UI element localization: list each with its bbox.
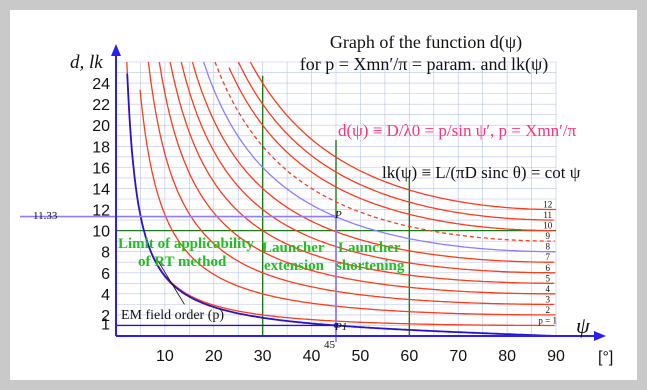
x-tick-label: 10 [156, 348, 174, 365]
point-p1-label: P1 [334, 321, 347, 333]
y-tick-label: 18 [92, 139, 110, 156]
x-marker-label: 45 [324, 339, 336, 351]
d-curve [191, 61, 555, 263]
limit-label-line2: of RT method [138, 254, 227, 270]
chart-title-line2: for p = Xmn′/π = param. and lk(ψ) [300, 54, 549, 75]
extension-label-line1: Launcher [262, 240, 325, 256]
x-axis-label: ψ [576, 313, 590, 338]
x-tick-label: 60 [400, 348, 418, 365]
d-curve [202, 61, 556, 253]
curve-label: 7 [545, 252, 550, 262]
y-marker-label: 11.33 [33, 210, 58, 222]
x-axis-unit: [°] [598, 349, 613, 366]
curve-label: 5 [545, 273, 550, 283]
chart-title-line1: Graph of the function d(ψ) [330, 32, 522, 53]
y-tick-label: 12 [92, 203, 110, 220]
d-curves [126, 61, 556, 327]
shortening-label-line2: shortening [336, 258, 405, 274]
x-tick-label: 90 [547, 348, 565, 365]
axes [111, 44, 606, 341]
y-tick-label: 6 [101, 266, 110, 283]
y-tick-label: 14 [92, 181, 110, 198]
em-order-label: EM field order (p) [121, 308, 224, 323]
y-tick-label: 10 [92, 224, 110, 241]
curve-label: p = 1 [538, 315, 557, 325]
markers [20, 214, 339, 342]
x-axis-arrow [594, 331, 606, 341]
curve-label: 12 [543, 200, 552, 210]
limit-label-line1: Limit of applicability [118, 236, 254, 252]
d-curve [158, 61, 556, 295]
y-axis-arrow [111, 44, 121, 56]
point-p [333, 214, 339, 219]
curve-label: 6 [545, 263, 550, 273]
y-tick-label: 16 [92, 160, 110, 177]
y-axis-label: d, lk [70, 52, 103, 73]
y-tick-label: 24 [92, 76, 110, 93]
curve-label: 3 [545, 294, 550, 304]
curve-label: 11 [543, 210, 552, 220]
point-p-label: P [334, 209, 342, 221]
formula-lk: lk(ψ) ≡ L/(πD sinc θ) = cot ψ [382, 163, 581, 182]
d-curve [180, 61, 556, 274]
d-curve [228, 67, 555, 232]
shortening-label-line1: Launcher [338, 240, 401, 256]
y-tick-label: 8 [101, 245, 110, 262]
y-tick-label: 2 [101, 308, 110, 325]
d-curve [139, 89, 556, 316]
curve-label: 8 [545, 242, 550, 252]
x-tick-label: 30 [254, 348, 272, 365]
extension-label-line2: extension [264, 258, 325, 274]
y-tick-label: 1 [101, 316, 110, 333]
d-curve [237, 61, 554, 221]
d-curve [214, 61, 555, 242]
lk-curve [126, 73, 556, 337]
curve-label: 2 [545, 305, 550, 315]
formula-d: d(ψ) ≡ D/λ0 = p/sin ψ′, p = Xmn′/π [338, 121, 577, 140]
x-tick-label: 40 [303, 348, 321, 365]
curve-label: 10 [543, 221, 553, 231]
x-tick-label: 80 [498, 348, 516, 365]
y-tick-label: 4 [101, 287, 110, 304]
d-curve [169, 61, 554, 284]
y-tick-label: 22 [92, 97, 110, 114]
x-tick-label: 70 [449, 348, 467, 365]
curve-label: 4 [545, 284, 550, 294]
d-curve [147, 61, 555, 306]
d-curve [249, 61, 556, 211]
point-p1 [333, 323, 339, 328]
x-tick-label: 20 [205, 348, 223, 365]
d-curve [126, 61, 555, 327]
y-tick-label: 20 [92, 118, 110, 135]
curve-label: 9 [545, 231, 550, 241]
lk-curve-group [116, 73, 556, 337]
em-order-pointer [157, 259, 185, 305]
x-tick-label: 50 [352, 348, 370, 365]
